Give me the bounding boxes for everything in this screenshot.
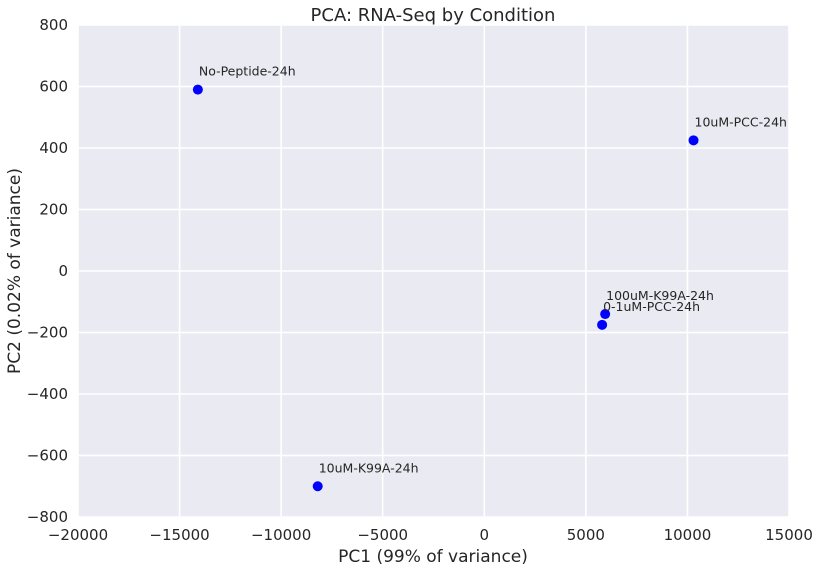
x-tick-label: −20000 [48,526,108,544]
data-point [192,84,203,95]
x-tick-label: 0 [480,526,490,544]
point-label: No-Peptide-24h [199,64,296,79]
x-tick-label: 5000 [567,526,605,544]
grid-lines [77,24,790,518]
data-point [688,135,699,146]
y-tick-label: −400 [27,385,68,403]
y-tick-labels: −800 −600 −400 −200 0 200 400 600 800 [27,16,68,526]
x-tick-label: −5000 [357,526,408,544]
data-point [312,481,323,492]
x-tick-label: −10000 [251,526,311,544]
point-label: 10uM-K99A-24h [319,460,419,475]
x-tick-label: 15000 [765,526,813,544]
chart-title: PCA: RNA-Seq by Condition [311,5,556,26]
y-tick-label: 200 [39,201,68,219]
point-label: 10uM-PCC-24h [695,114,787,129]
data-points: No-Peptide-24h 10uM-PCC-24h 100uM-K99A-24h… [192,64,787,492]
y-tick-label: 800 [39,16,68,34]
y-tick-label: 600 [39,78,68,96]
y-tick-label: −600 [27,447,68,465]
y-tick-label: 0 [58,262,68,280]
x-tick-label: −15000 [149,526,209,544]
y-tick-label: −200 [27,324,68,342]
data-point [597,319,608,330]
x-tick-labels: −20000 −15000 −10000 −5000 0 5000 10000 15000 [48,526,813,544]
y-tick-label: 400 [39,139,68,157]
point-label: 0-1uM-PCC-24h [603,299,700,314]
y-axis-label: PC2 (0.02% of variance) [5,168,25,374]
x-tick-label: 10000 [664,526,712,544]
x-axis-label: PC1 (99% of variance) [338,547,528,567]
point-label: 100uM-K99A-24h [606,288,714,303]
y-tick-label: −800 [27,508,68,526]
data-point [600,309,611,320]
